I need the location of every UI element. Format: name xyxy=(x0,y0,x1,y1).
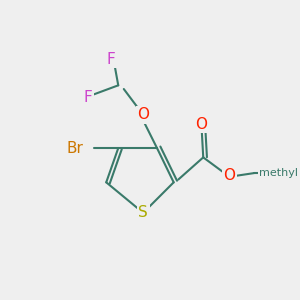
Text: F: F xyxy=(83,90,92,105)
Text: O: O xyxy=(223,168,235,183)
Text: O: O xyxy=(195,117,207,132)
Text: S: S xyxy=(138,205,148,220)
Text: F: F xyxy=(106,52,115,67)
Text: Br: Br xyxy=(66,141,83,156)
Text: O: O xyxy=(137,107,149,122)
Text: methyl: methyl xyxy=(259,168,298,178)
